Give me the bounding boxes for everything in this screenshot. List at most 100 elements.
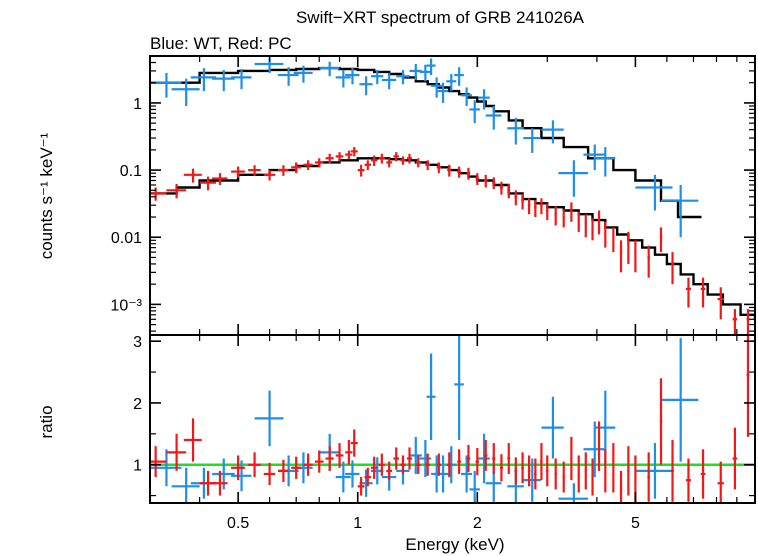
ratio-pc-point: [400, 455, 406, 474]
spectrum-pc-point: [150, 187, 167, 201]
spectrum-pc-point: [466, 167, 471, 180]
spectrum-wt-point: [454, 67, 464, 86]
spectrum-wt-point: [558, 160, 589, 197]
ratio-pc-point: [475, 448, 480, 476]
ratio-pc-point: [484, 440, 488, 471]
ratio-wt-point: [461, 455, 473, 493]
spectrum-pc-point: [291, 162, 302, 174]
ratio-pc-point: [278, 459, 289, 482]
spectrum-pc-point: [700, 277, 706, 308]
ratio-pc-point: [212, 470, 228, 496]
spectrum-y-tick-label: 10⁻³: [110, 297, 142, 314]
spectrum-pc-point: [484, 174, 488, 188]
ratio-wt-point: [469, 470, 480, 503]
ratio-wt-point: [335, 461, 351, 493]
spectrum-frame: [149, 55, 756, 336]
ratio-wt-point: [426, 353, 436, 440]
spectrum-pc-point: [357, 164, 365, 177]
spectrum-pc-point: [570, 202, 573, 222]
ratio-y-tick-label: 2: [133, 396, 142, 413]
ratio-pc-point: [746, 335, 750, 437]
ratio-wt-point: [541, 396, 564, 459]
ratio-pc-point: [303, 453, 313, 476]
ratio-pc-point: [492, 443, 496, 474]
spectrum-wt-point: [523, 128, 541, 153]
spectrum-wt-point: [381, 72, 397, 90]
ratio-pc-point: [150, 446, 167, 478]
ratio-pc-point: [584, 452, 587, 490]
spectrum-pc-point: [612, 227, 615, 253]
spectrum-pc-point: [659, 227, 663, 253]
ratio-pc-point: [527, 455, 531, 487]
spectrum-pc-point: [507, 184, 511, 199]
spectrum-wt-point: [319, 61, 340, 77]
top-panel-y-axis-label: counts s⁻¹ keV⁻¹: [37, 132, 56, 259]
ratio-pc-point: [604, 449, 607, 493]
ratio-pc-point: [386, 461, 393, 481]
plot-area: 1 0.1 0.01 10⁻³ 1 2 3 0.5 1 2 5: [110, 55, 756, 532]
ratio-pc-point: [546, 455, 549, 487]
spectrum-wt-point: [419, 64, 432, 82]
spectrum-wt-point: [431, 77, 443, 98]
ratio-pc-point: [562, 461, 565, 493]
spectrum-pc-point: [447, 164, 452, 177]
spectrum-wt-point: [190, 68, 217, 92]
spectrum-pc-point: [314, 158, 324, 168]
ratio-frame: [149, 334, 756, 504]
spectrum-pc-point: [527, 198, 531, 215]
spectrum-pc-point: [732, 309, 738, 335]
spectrum-pc-point: [584, 214, 587, 238]
spectrum-pc-point: [499, 181, 503, 195]
spectrum-pc-point: [393, 152, 399, 162]
spectrum-wt-point: [426, 58, 436, 76]
ratio-pc-point: [166, 433, 187, 471]
ratio-pc-point: [534, 458, 537, 490]
chart-title: Swift−XRT spectrum of GRB 241026A: [296, 8, 585, 27]
ratio-pc-point: [425, 453, 430, 476]
ratio-pc-point: [231, 455, 245, 481]
spectrum-pc-point: [685, 277, 691, 308]
ratio-wt-point: [409, 436, 422, 474]
ratio-pc-point: [357, 477, 365, 496]
ratio-y-tick-label: 1: [133, 458, 142, 475]
ratio-pc-point: [671, 440, 674, 502]
x-tick-label: 5: [631, 515, 640, 532]
spectrum-pc-point: [514, 190, 518, 206]
ratio-pc-point: [540, 443, 543, 481]
pc-model-curve: [150, 157, 755, 321]
ratio-wt-point: [635, 443, 673, 499]
x-tick-label: 2: [473, 515, 482, 532]
ratio-wt-point: [212, 458, 235, 490]
ratio-pc-point: [717, 461, 724, 503]
spectrum-pc-point: [554, 206, 557, 226]
ratio-panel-y-axis-label: ratio: [37, 405, 56, 438]
spectrum-wt-point: [396, 69, 410, 85]
ratio-pc-point: [591, 458, 594, 496]
ratio-wt-point: [478, 433, 490, 484]
ratio-pc-point: [514, 457, 518, 485]
ratio-pc-point: [570, 436, 573, 481]
spectrum-wt-point: [485, 106, 502, 130]
ratio-pc-point: [597, 421, 601, 471]
spectrum-wt-point: [212, 69, 235, 92]
ratio-pc-point: [627, 446, 630, 496]
ratio-wt-point: [583, 421, 606, 478]
ratio-wt-point: [171, 467, 200, 503]
spectrum-pc-point: [746, 309, 750, 335]
spectrum-pc-point: [634, 240, 637, 273]
spectrum-pc-point: [562, 209, 565, 228]
spectrum-wt-point: [661, 184, 699, 238]
spectrum-wt-point: [478, 89, 490, 110]
ratio-pc-point: [183, 418, 202, 462]
spectrum-wt-point: [437, 82, 449, 103]
spectrum-y-tick-label: 0.1: [120, 163, 142, 180]
ratio-pc-point: [378, 453, 385, 476]
spectrum-wt-point: [461, 87, 473, 107]
spectrum-pc-point: [364, 160, 372, 171]
spectrum-pc-point: [591, 218, 594, 241]
spectrum-pc-point: [400, 156, 406, 165]
spectrum-pc-point: [166, 184, 187, 199]
ratio-pc-point: [612, 443, 615, 493]
spectrum-pc-point: [627, 231, 630, 264]
spectrum-wt-point: [446, 73, 457, 92]
